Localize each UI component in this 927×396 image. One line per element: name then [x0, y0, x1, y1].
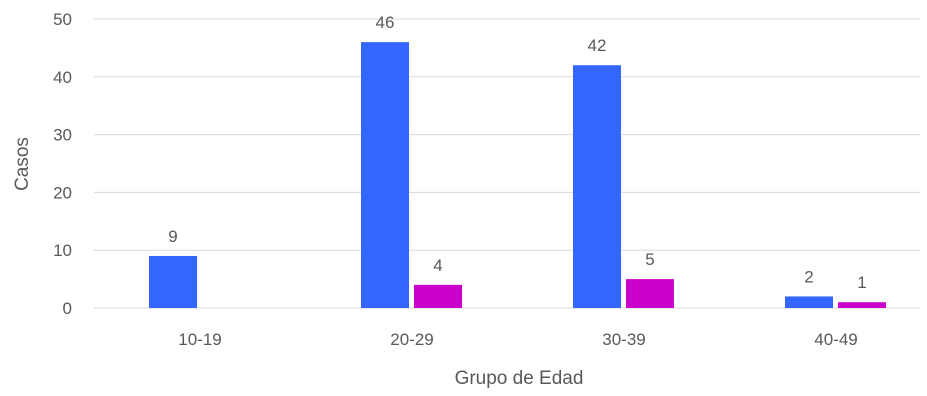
bar-series2-20-29	[414, 284, 462, 308]
y-axis-ticks: 0 10 20 30 40 50	[53, 10, 72, 318]
gridlines	[94, 18, 920, 309]
x-axis-title: Grupo de Edad	[455, 368, 584, 389]
x-axis-ticks: 10-19 20-29 30-39 40-49	[178, 330, 857, 349]
data-label: 1	[857, 273, 866, 292]
y-axis-title: Casos	[12, 137, 33, 191]
data-label: 5	[645, 250, 654, 269]
data-label: 42	[588, 36, 607, 55]
data-labels: 9 46 42 2 4 5 1	[168, 13, 866, 292]
y-tick-label: 20	[53, 183, 72, 202]
x-tick-label: 30-39	[602, 330, 645, 349]
x-tick-label: 10-19	[178, 330, 221, 349]
y-tick-label: 10	[53, 241, 72, 260]
bars	[149, 42, 886, 309]
y-tick-label: 50	[53, 10, 72, 29]
data-label: 2	[804, 267, 813, 286]
x-tick-label: 40-49	[814, 330, 857, 349]
x-tick-label: 20-29	[390, 330, 433, 349]
bar-series2-40-49	[838, 302, 886, 308]
data-label: 9	[168, 227, 177, 246]
bar-series1-40-49	[785, 296, 833, 308]
y-tick-label: 0	[63, 299, 72, 318]
y-tick-label: 30	[53, 126, 72, 145]
bar-series1-10-19	[149, 255, 197, 308]
data-label: 46	[376, 13, 395, 32]
bar-series1-20-29	[361, 42, 409, 309]
y-tick-label: 40	[53, 68, 72, 87]
bar-series2-30-39	[626, 279, 674, 308]
bar-series1-30-39	[573, 65, 621, 309]
data-label: 4	[433, 256, 442, 275]
